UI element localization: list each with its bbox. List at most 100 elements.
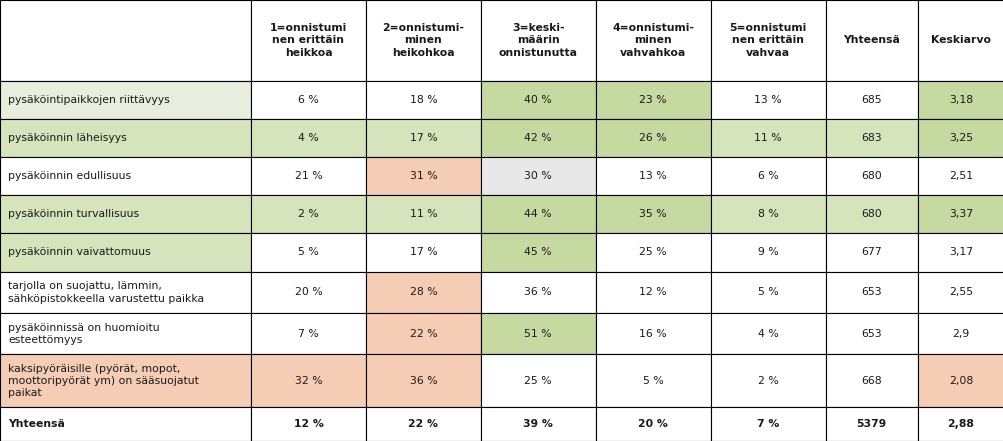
Bar — [365, 355, 480, 407]
Bar — [595, 313, 710, 355]
Bar — [251, 407, 365, 441]
Text: 2,08: 2,08 — [948, 376, 972, 386]
Bar — [595, 119, 710, 157]
Text: 2,9: 2,9 — [952, 329, 969, 339]
Bar — [824, 0, 917, 81]
Text: 22 %: 22 % — [408, 419, 438, 429]
Text: tarjolla on suojattu, lämmin,
sähköpistokkeella varustettu paikka: tarjolla on suojattu, lämmin, sähköpisto… — [8, 281, 204, 303]
Text: 6 %: 6 % — [757, 171, 777, 181]
Text: pysäköinnissä on huomioitu
esteettömyys: pysäköinnissä on huomioitu esteettömyys — [8, 322, 159, 345]
Text: 23 %: 23 % — [639, 95, 666, 105]
Bar — [0, 81, 251, 119]
Text: 42 %: 42 % — [524, 133, 552, 143]
Text: pysäköintipaikkojen riittävyys: pysäköintipaikkojen riittävyys — [8, 95, 170, 105]
Text: 35 %: 35 % — [639, 209, 666, 219]
Bar — [365, 0, 480, 81]
Text: 36 %: 36 % — [524, 288, 552, 297]
Bar — [917, 272, 1003, 313]
Text: 4 %: 4 % — [757, 329, 777, 339]
Bar — [824, 272, 917, 313]
Text: pysäköinnin vaivattomuus: pysäköinnin vaivattomuus — [8, 247, 150, 258]
Bar — [0, 157, 251, 195]
Bar — [595, 157, 710, 195]
Bar — [0, 355, 251, 407]
Bar — [251, 272, 365, 313]
Text: 51 %: 51 % — [524, 329, 552, 339]
Bar — [480, 119, 595, 157]
Bar — [824, 407, 917, 441]
Bar — [251, 355, 365, 407]
Bar — [0, 313, 251, 355]
Bar — [0, 0, 251, 81]
Bar — [917, 0, 1003, 81]
Text: 3,17: 3,17 — [948, 247, 972, 258]
Text: 39 %: 39 % — [523, 419, 553, 429]
Text: 5 %: 5 % — [298, 247, 319, 258]
Bar — [365, 119, 480, 157]
Text: pysäköinnin läheisyys: pysäköinnin läheisyys — [8, 133, 126, 143]
Text: 680: 680 — [861, 171, 882, 181]
Bar — [251, 233, 365, 272]
Bar — [365, 233, 480, 272]
Text: 17 %: 17 % — [409, 247, 436, 258]
Text: 18 %: 18 % — [409, 95, 436, 105]
Text: 1=onnistumi
nen erittäin
heikkoa: 1=onnistumi nen erittäin heikkoa — [270, 23, 347, 58]
Text: 5 %: 5 % — [642, 376, 663, 386]
Bar — [710, 0, 824, 81]
Text: 45 %: 45 % — [524, 247, 552, 258]
Bar — [365, 407, 480, 441]
Bar — [710, 272, 824, 313]
Text: 16 %: 16 % — [639, 329, 666, 339]
Text: 668: 668 — [861, 376, 882, 386]
Bar — [710, 81, 824, 119]
Text: 20 %: 20 % — [638, 419, 667, 429]
Bar — [0, 407, 251, 441]
Text: 36 %: 36 % — [409, 376, 436, 386]
Bar — [480, 0, 595, 81]
Text: 680: 680 — [861, 209, 882, 219]
Bar — [480, 313, 595, 355]
Text: 17 %: 17 % — [409, 133, 436, 143]
Bar — [480, 233, 595, 272]
Bar — [824, 355, 917, 407]
Bar — [710, 407, 824, 441]
Text: 685: 685 — [861, 95, 882, 105]
Bar — [824, 195, 917, 233]
Text: 4=onnistumi-
minen
vahvahkoa: 4=onnistumi- minen vahvahkoa — [612, 23, 693, 58]
Bar — [480, 272, 595, 313]
Bar — [365, 195, 480, 233]
Text: 677: 677 — [861, 247, 882, 258]
Bar — [917, 119, 1003, 157]
Text: 5=onnistumi
nen erittäin
vahvaa: 5=onnistumi nen erittäin vahvaa — [729, 23, 805, 58]
Bar — [251, 195, 365, 233]
Text: 3,18: 3,18 — [948, 95, 972, 105]
Text: 3,25: 3,25 — [948, 133, 972, 143]
Text: 3=keski-
määrin
onnistunutta: 3=keski- määrin onnistunutta — [498, 23, 577, 58]
Bar — [824, 233, 917, 272]
Bar — [0, 119, 251, 157]
Text: 3,37: 3,37 — [948, 209, 972, 219]
Text: kaksipyöräisille (pyörät, mopot,
moottoripyörät ym) on sääsuojatut
paikat: kaksipyöräisille (pyörät, mopot, moottor… — [8, 363, 199, 398]
Bar — [480, 81, 595, 119]
Text: 7 %: 7 % — [756, 419, 778, 429]
Bar — [480, 157, 595, 195]
Bar — [251, 157, 365, 195]
Bar — [595, 355, 710, 407]
Bar — [824, 157, 917, 195]
Text: 683: 683 — [861, 133, 882, 143]
Text: 2,88: 2,88 — [947, 419, 974, 429]
Text: 26 %: 26 % — [639, 133, 666, 143]
Text: 12 %: 12 % — [639, 288, 666, 297]
Bar — [251, 119, 365, 157]
Text: Yhteensä: Yhteensä — [843, 35, 900, 45]
Text: 11 %: 11 % — [753, 133, 781, 143]
Text: 2 %: 2 % — [298, 209, 319, 219]
Bar — [917, 157, 1003, 195]
Text: 2,55: 2,55 — [948, 288, 972, 297]
Text: Yhteensä: Yhteensä — [8, 419, 65, 429]
Text: 2,51: 2,51 — [948, 171, 972, 181]
Text: 2 %: 2 % — [757, 376, 777, 386]
Bar — [710, 233, 824, 272]
Text: 653: 653 — [861, 288, 882, 297]
Text: 20 %: 20 % — [294, 288, 322, 297]
